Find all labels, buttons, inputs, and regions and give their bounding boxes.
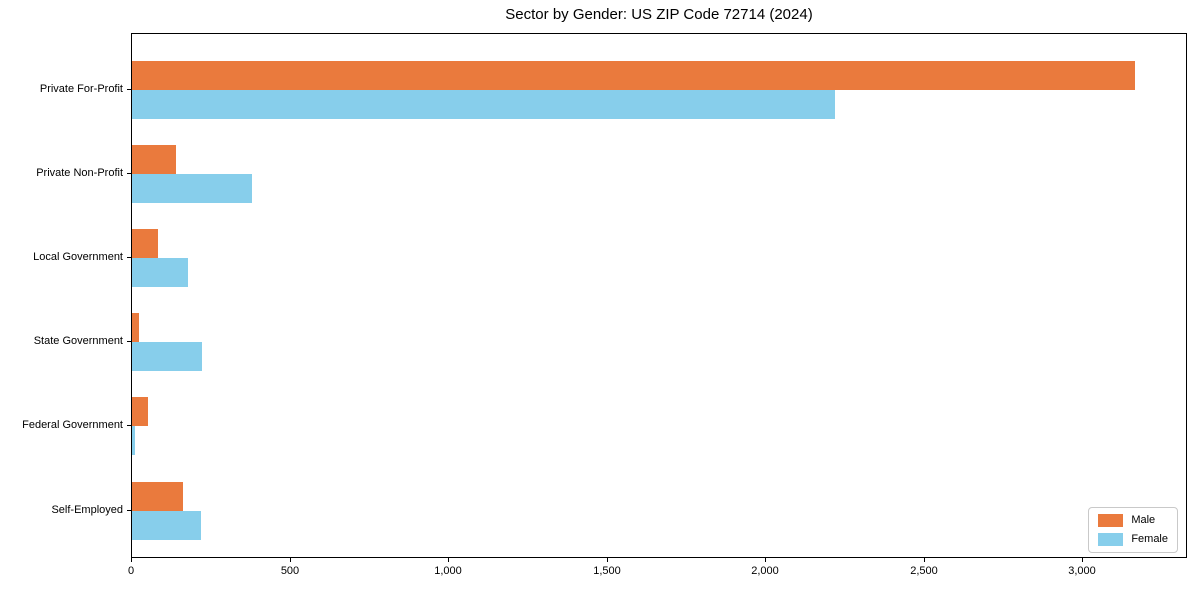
y-axis-label-local-government: Local Government	[33, 250, 123, 263]
bar-female-private-for-profit	[132, 89, 835, 119]
bar-male-private-non-profit	[132, 144, 176, 174]
bar-male-state-government	[132, 313, 139, 343]
x-tick-label-1000: 1,000	[434, 565, 462, 577]
y-tick-state-government	[127, 341, 131, 343]
bar-male-local-government	[132, 228, 158, 258]
chart-title: Sector by Gender: US ZIP Code 72714 (202…	[505, 6, 813, 23]
x-tick-0	[131, 558, 132, 562]
x-tick-500	[290, 558, 291, 562]
bar-female-self-employed	[132, 510, 201, 540]
y-tick-self-employed	[127, 509, 131, 511]
y-tick-private-for-profit	[127, 88, 131, 90]
male-color-swatch	[1098, 514, 1124, 527]
y-axis-label-self-employed: Self-Employed	[51, 503, 123, 516]
legend-label-female: Female	[1131, 533, 1168, 545]
bar-female-private-non-profit	[132, 173, 252, 203]
x-tick-2000	[765, 558, 766, 562]
y-axis-label-state-government: State Government	[33, 335, 123, 348]
y-axis-label-private-for-profit: Private For-Profit	[39, 82, 123, 95]
y-tick-local-government	[127, 256, 131, 258]
female-color-swatch	[1098, 533, 1124, 546]
bar-male-self-employed	[132, 481, 183, 511]
x-tick-label-2500: 2,500	[910, 565, 938, 577]
y-tick-federal-government	[127, 425, 131, 427]
bar-female-federal-government	[132, 426, 135, 456]
bar-male-federal-government	[132, 397, 148, 427]
x-tick-2500	[924, 558, 925, 562]
y-axis-label-private-non-profit: Private Non-Profit	[36, 166, 123, 179]
legend-item-male: Male	[1098, 514, 1168, 527]
bar-male-private-for-profit	[132, 60, 1135, 90]
plot-area: Male Female	[131, 33, 1187, 558]
y-tick-private-non-profit	[127, 172, 131, 174]
legend: Male Female	[1088, 507, 1178, 553]
x-tick-1000	[448, 558, 449, 562]
bar-female-local-government	[132, 257, 188, 287]
x-tick-label-2000: 2,000	[751, 565, 779, 577]
x-tick-3000	[1082, 558, 1083, 562]
x-tick-label-1500: 1,500	[593, 565, 621, 577]
legend-item-female: Female	[1098, 533, 1168, 546]
x-tick-label-3000: 3,000	[1068, 565, 1096, 577]
y-axis-label-federal-government: Federal Government	[22, 419, 123, 432]
x-tick-1500	[607, 558, 608, 562]
bar-female-state-government	[132, 342, 202, 372]
legend-label-male: Male	[1131, 514, 1156, 526]
x-tick-label-0: 0	[127, 565, 135, 577]
x-tick-label-500: 500	[280, 565, 300, 577]
